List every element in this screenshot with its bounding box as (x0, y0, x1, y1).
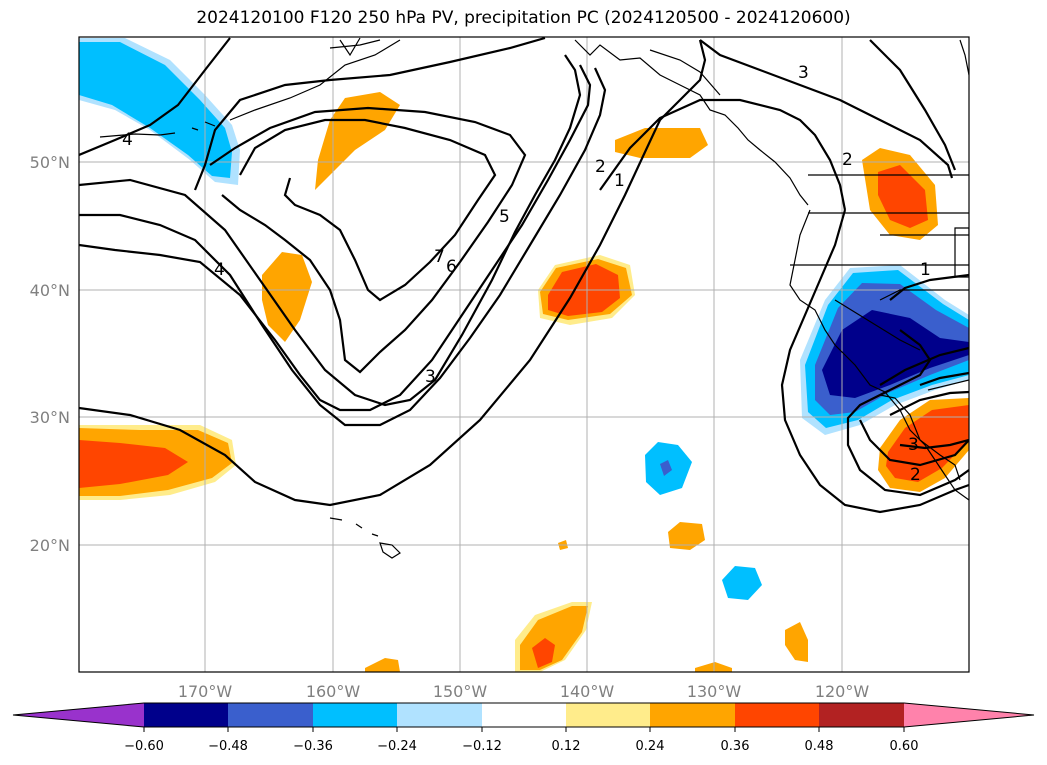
precip-positive-cell-f (785, 622, 808, 662)
map-title: 2024120100 F120 250 hPa PV, precipitatio… (196, 8, 851, 28)
precip-positive-ne-core (878, 165, 928, 228)
contour-label: 3 (798, 63, 809, 83)
colorbar-tick-label: −0.36 (293, 739, 333, 754)
precip-positive-cell-h (365, 658, 400, 672)
colorbar-tick-label: 0.12 (552, 739, 581, 754)
lon-label: 160°W (306, 682, 361, 701)
precip-positive-cell-c (668, 522, 705, 550)
colorbar-swatch (397, 703, 482, 727)
lat-label: 20°N (30, 536, 70, 555)
contour-label: 1 (614, 171, 625, 191)
colorbar-swatch (735, 703, 820, 727)
colorbar-tick-label: −0.48 (208, 739, 248, 754)
contour-label: 3 (425, 367, 436, 387)
map-gridlines (79, 37, 969, 672)
precip-negative-cell-b (722, 566, 762, 600)
contour-label: 2 (910, 465, 921, 485)
contour-label: 2 (842, 150, 853, 170)
contour-label: 4 (122, 130, 133, 150)
colorbar: −0.60 −0.48 −0.36 −0.24 −0.12 0.12 0.24 … (12, 702, 1035, 754)
lat-label: 40°N (30, 281, 70, 300)
contour-label: 7 (434, 247, 445, 267)
colorbar-tick-label: −0.60 (124, 739, 164, 754)
colorbar-swatch (144, 703, 229, 727)
colorbar-tick-label: 0.60 (890, 739, 919, 754)
contour-labels: 4 4 7 6 5 3 2 1 3 2 1 3 2 (122, 63, 931, 485)
precip-negative-nw-core (79, 42, 232, 178)
lon-label: 150°W (433, 682, 488, 701)
lon-label: 120°W (815, 682, 870, 701)
lon-label: 140°W (560, 682, 615, 701)
precip-positive-cell-e-core (532, 638, 555, 668)
colorbar-tick-label: 0.48 (805, 739, 834, 754)
precip-shading (79, 38, 969, 672)
pv-contours (79, 37, 969, 514)
colorbar-swatch (482, 703, 567, 727)
precip-negative-california-core (822, 310, 969, 398)
map-area: 4 4 7 6 5 3 2 1 3 2 1 3 2 (79, 37, 969, 672)
precip-negative-cell-a-core (660, 460, 672, 476)
colorbar-swatch (228, 703, 313, 727)
coastlines (99, 37, 969, 559)
colorbar-swatch (566, 703, 651, 727)
precip-positive-strip (315, 92, 400, 190)
lon-axis-labels: 170°W 160°W 150°W 140°W 130°W 120°W (178, 682, 870, 701)
colorbar-tick-label: −0.24 (377, 739, 417, 754)
precip-positive-coast (615, 128, 708, 158)
lon-label: 170°W (178, 682, 233, 701)
colorbar-extend-high (904, 703, 1034, 727)
contour-label: 5 (499, 207, 510, 227)
colorbar-tick-label: −0.12 (462, 739, 502, 754)
colorbar-swatch (819, 703, 904, 727)
colorbar-tick-label: 0.36 (721, 739, 750, 754)
contour-label: 3 (908, 435, 919, 455)
colorbar-extend-low (13, 703, 144, 727)
lat-label: 30°N (30, 408, 70, 427)
contour-label: 4 (214, 260, 225, 280)
colorbar-swatch (313, 703, 398, 727)
precip-positive-cell-mid (262, 252, 312, 342)
contour-label: 1 (920, 260, 931, 280)
lat-label: 50°N (30, 153, 70, 172)
precip-positive-west-core (79, 440, 188, 488)
contour-label: 2 (595, 157, 606, 177)
colorbar-swatch (650, 703, 735, 727)
lat-axis-labels: 50°N 40°N 30°N 20°N (30, 153, 70, 555)
colorbar-tick-label: 0.24 (636, 739, 665, 754)
map-frame (78, 36, 970, 673)
contour-label: 6 (446, 257, 457, 277)
lon-label: 130°W (687, 682, 742, 701)
